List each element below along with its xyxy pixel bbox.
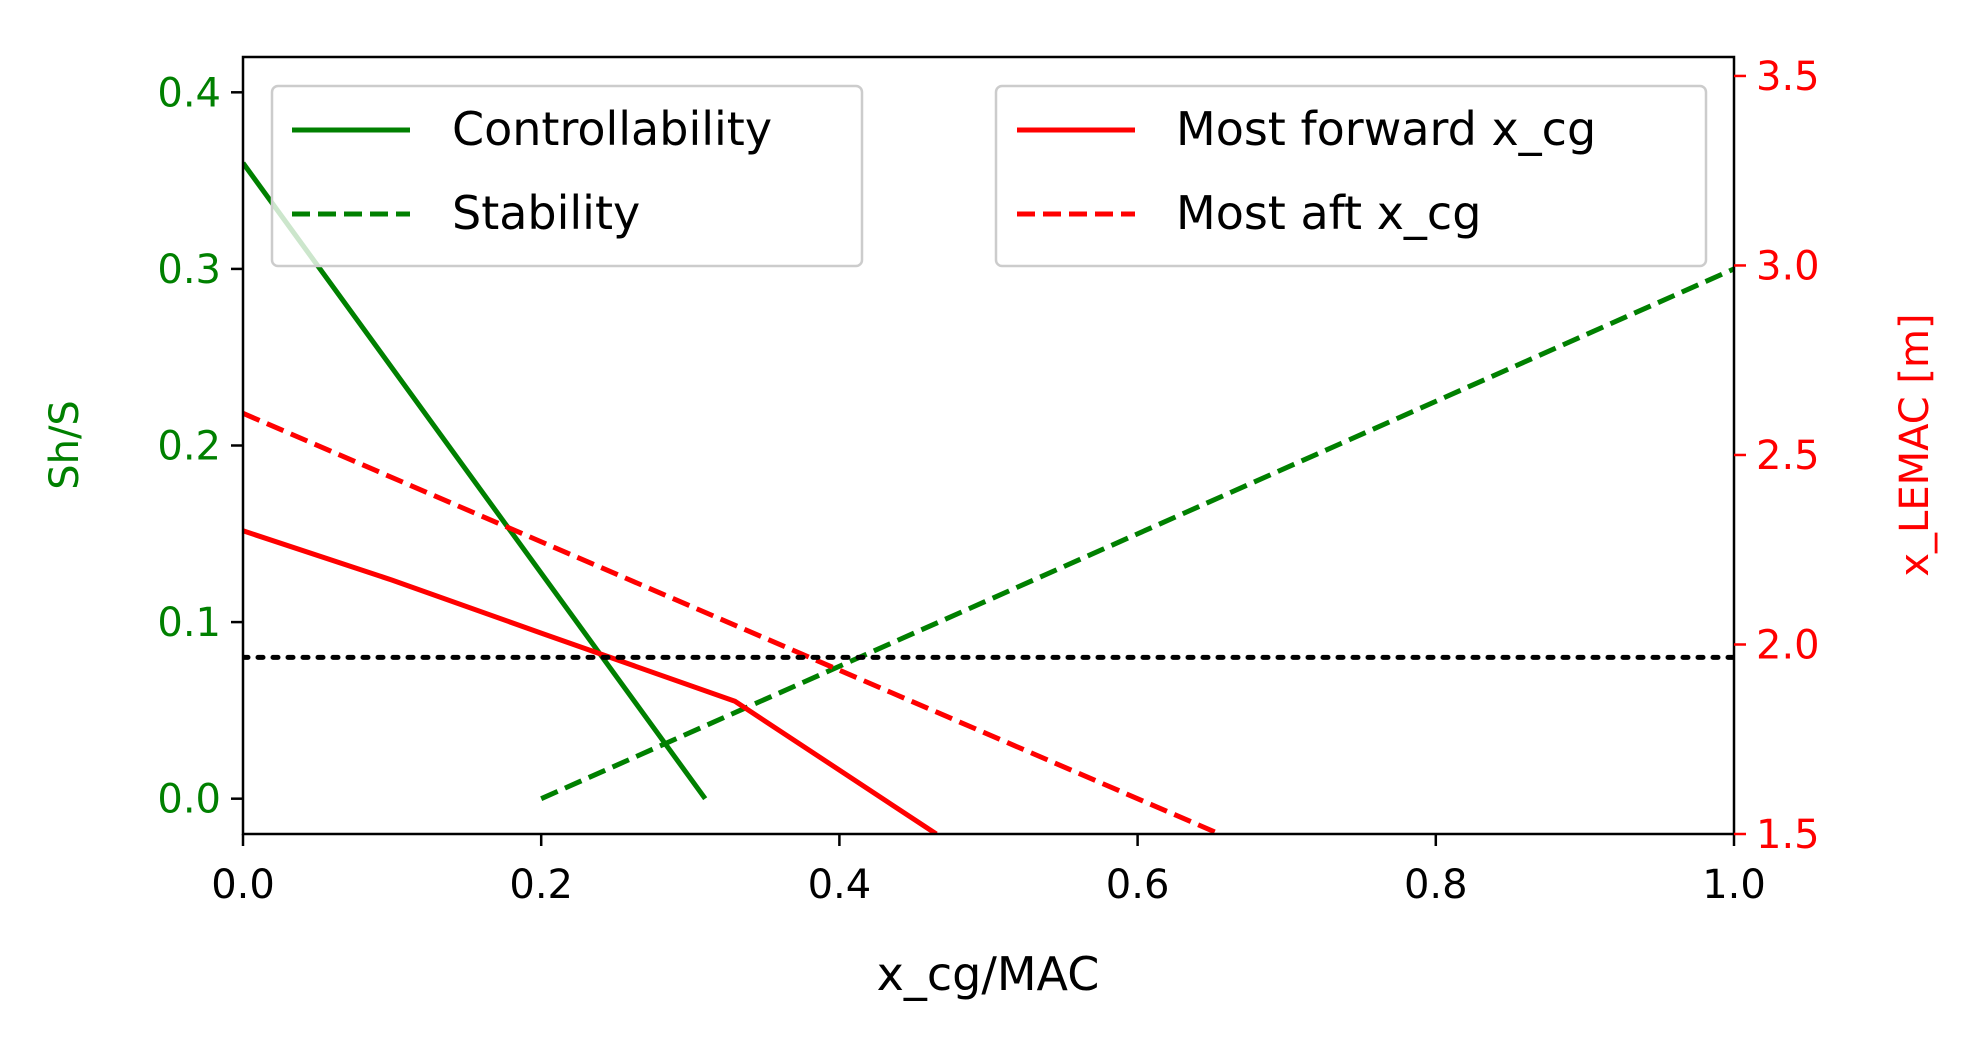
legend-label-most-aft: Most aft x_cg xyxy=(1176,186,1481,240)
y-axis-label-left: Sh/S xyxy=(42,400,88,490)
x-axis-label: x_cg/MAC xyxy=(877,947,1100,1001)
y-left-tick-label: 0.0 xyxy=(157,777,221,823)
legend-label-most-forward: Most forward x_cg xyxy=(1176,102,1596,156)
x-tick-label: 0.0 xyxy=(211,862,275,908)
x-tick-label: 0.2 xyxy=(509,862,573,908)
x-tick-label: 0.6 xyxy=(1106,862,1170,908)
series-line-most-aft-x-cg xyxy=(243,411,1221,834)
y-left-tick-label: 0.4 xyxy=(157,70,221,116)
y-left-tick-label: 0.1 xyxy=(157,600,221,646)
plot-lines xyxy=(243,161,1734,834)
legend-right-box xyxy=(994,84,1708,268)
series-line-controllability xyxy=(243,161,708,801)
series-line-most-forward-x-cg xyxy=(243,528,938,834)
series-line-stability xyxy=(540,266,1734,801)
y-right-tick-label: 3.0 xyxy=(1756,243,1820,289)
y-right-tick-label: 2.5 xyxy=(1756,433,1820,479)
legend-left: Controllability Stability xyxy=(270,84,864,268)
y-right-tick-label: 1.5 xyxy=(1756,812,1820,858)
y-axis-label-right: x_LEMAC [m] xyxy=(1892,313,1938,576)
y-right-tick-label: 3.5 xyxy=(1756,54,1820,100)
legend-right: Most forward x_cg Most aft x_cg xyxy=(994,84,1708,268)
legend-left-box xyxy=(270,84,864,268)
x-tick-label: 0.8 xyxy=(1404,862,1468,908)
y-right-tick-label: 2.0 xyxy=(1756,622,1820,668)
y-left-tick-label: 0.3 xyxy=(157,247,221,293)
legend-label-stability: Stability xyxy=(452,186,640,240)
x-tick-label: 0.4 xyxy=(808,862,872,908)
x-tick-label: 1.0 xyxy=(1702,862,1766,908)
y-left-tick-label: 0.2 xyxy=(157,424,221,470)
legend-label-controllability: Controllability xyxy=(452,102,772,156)
ticks: 0.0 0.2 0.4 0.6 0.8 1.0 0.0 0.1 0.2 0.3 0.4 1.5 2.0 2… xyxy=(157,54,1819,908)
